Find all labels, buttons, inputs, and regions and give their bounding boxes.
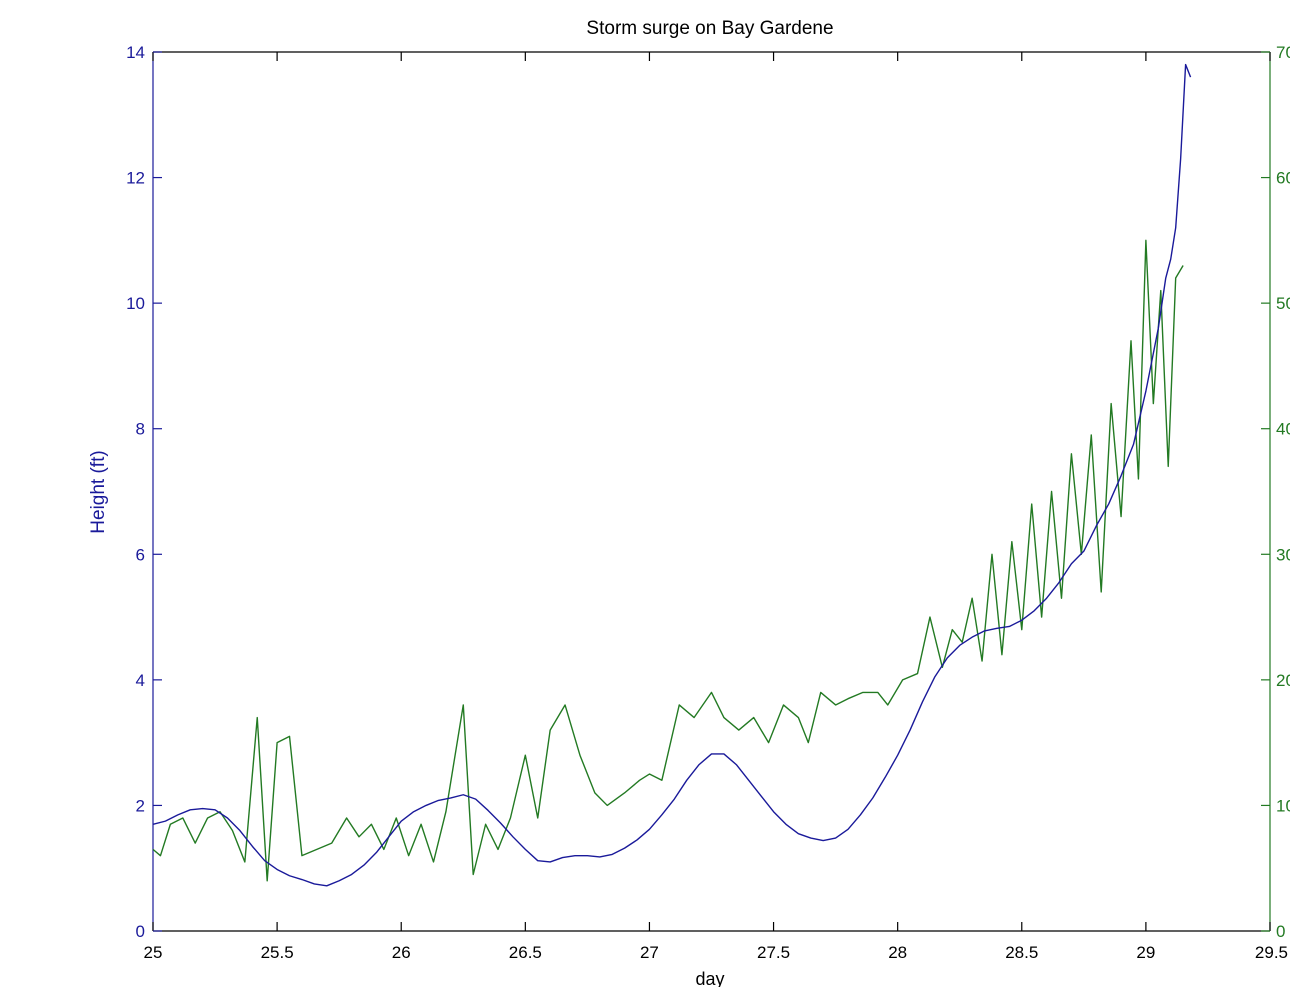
y-left-axis-label: Height (ft)	[88, 450, 109, 533]
y-left-axis-ticks: 0 2 4 6 8 10 12 14	[126, 43, 162, 941]
series-line-right-axis	[152, 239, 1184, 882]
y-right-tick-label: 40	[1276, 420, 1290, 439]
y-right-tick-label: 70	[1276, 43, 1290, 62]
y-right-tick-label: 30	[1276, 545, 1290, 564]
y-left-tick-label: 0	[136, 922, 145, 941]
y-left-tick-label: 14	[126, 43, 145, 62]
y-left-tick-label: 12	[126, 169, 145, 188]
y-left-tick-label: 10	[126, 294, 145, 313]
x-tick-label: 25.5	[261, 943, 294, 962]
y-right-tick-label: 10	[1276, 796, 1290, 815]
series-line-height	[152, 63, 1192, 887]
y-right-tick-label: 20	[1276, 671, 1290, 690]
y-right-tick-label: 0	[1276, 922, 1285, 941]
y-right-tick-label: 50	[1276, 294, 1290, 313]
series-layer	[152, 63, 1192, 887]
x-tick-label: 29.5	[1255, 943, 1288, 962]
x-axis-label: day	[695, 969, 724, 987]
y-left-tick-label: 6	[136, 545, 145, 564]
x-tick-label: 26	[392, 943, 411, 962]
x-tick-label: 25	[144, 943, 163, 962]
x-tick-label: 26.5	[509, 943, 542, 962]
plot-frame	[152, 51, 1271, 932]
y-right-axis-ticks: 0 10 20 30 40 50 60 70	[1261, 43, 1290, 941]
x-tick-label: 28	[888, 943, 907, 962]
x-tick-label: 27	[640, 943, 659, 962]
x-axis-ticks: 25 25.5 26 26.5 27 27.5 28 28.5 29 29.5	[144, 52, 1288, 962]
x-tick-label: 27.5	[757, 943, 790, 962]
y-left-tick-label: 4	[136, 671, 145, 690]
x-tick-label: 28.5	[1005, 943, 1038, 962]
y-left-tick-label: 8	[136, 420, 145, 439]
y-right-tick-label: 60	[1276, 169, 1290, 188]
y-left-tick-label: 2	[136, 796, 145, 815]
x-tick-label: 29	[1136, 943, 1155, 962]
chart-title: Storm surge on Bay Gardene	[586, 18, 833, 39]
